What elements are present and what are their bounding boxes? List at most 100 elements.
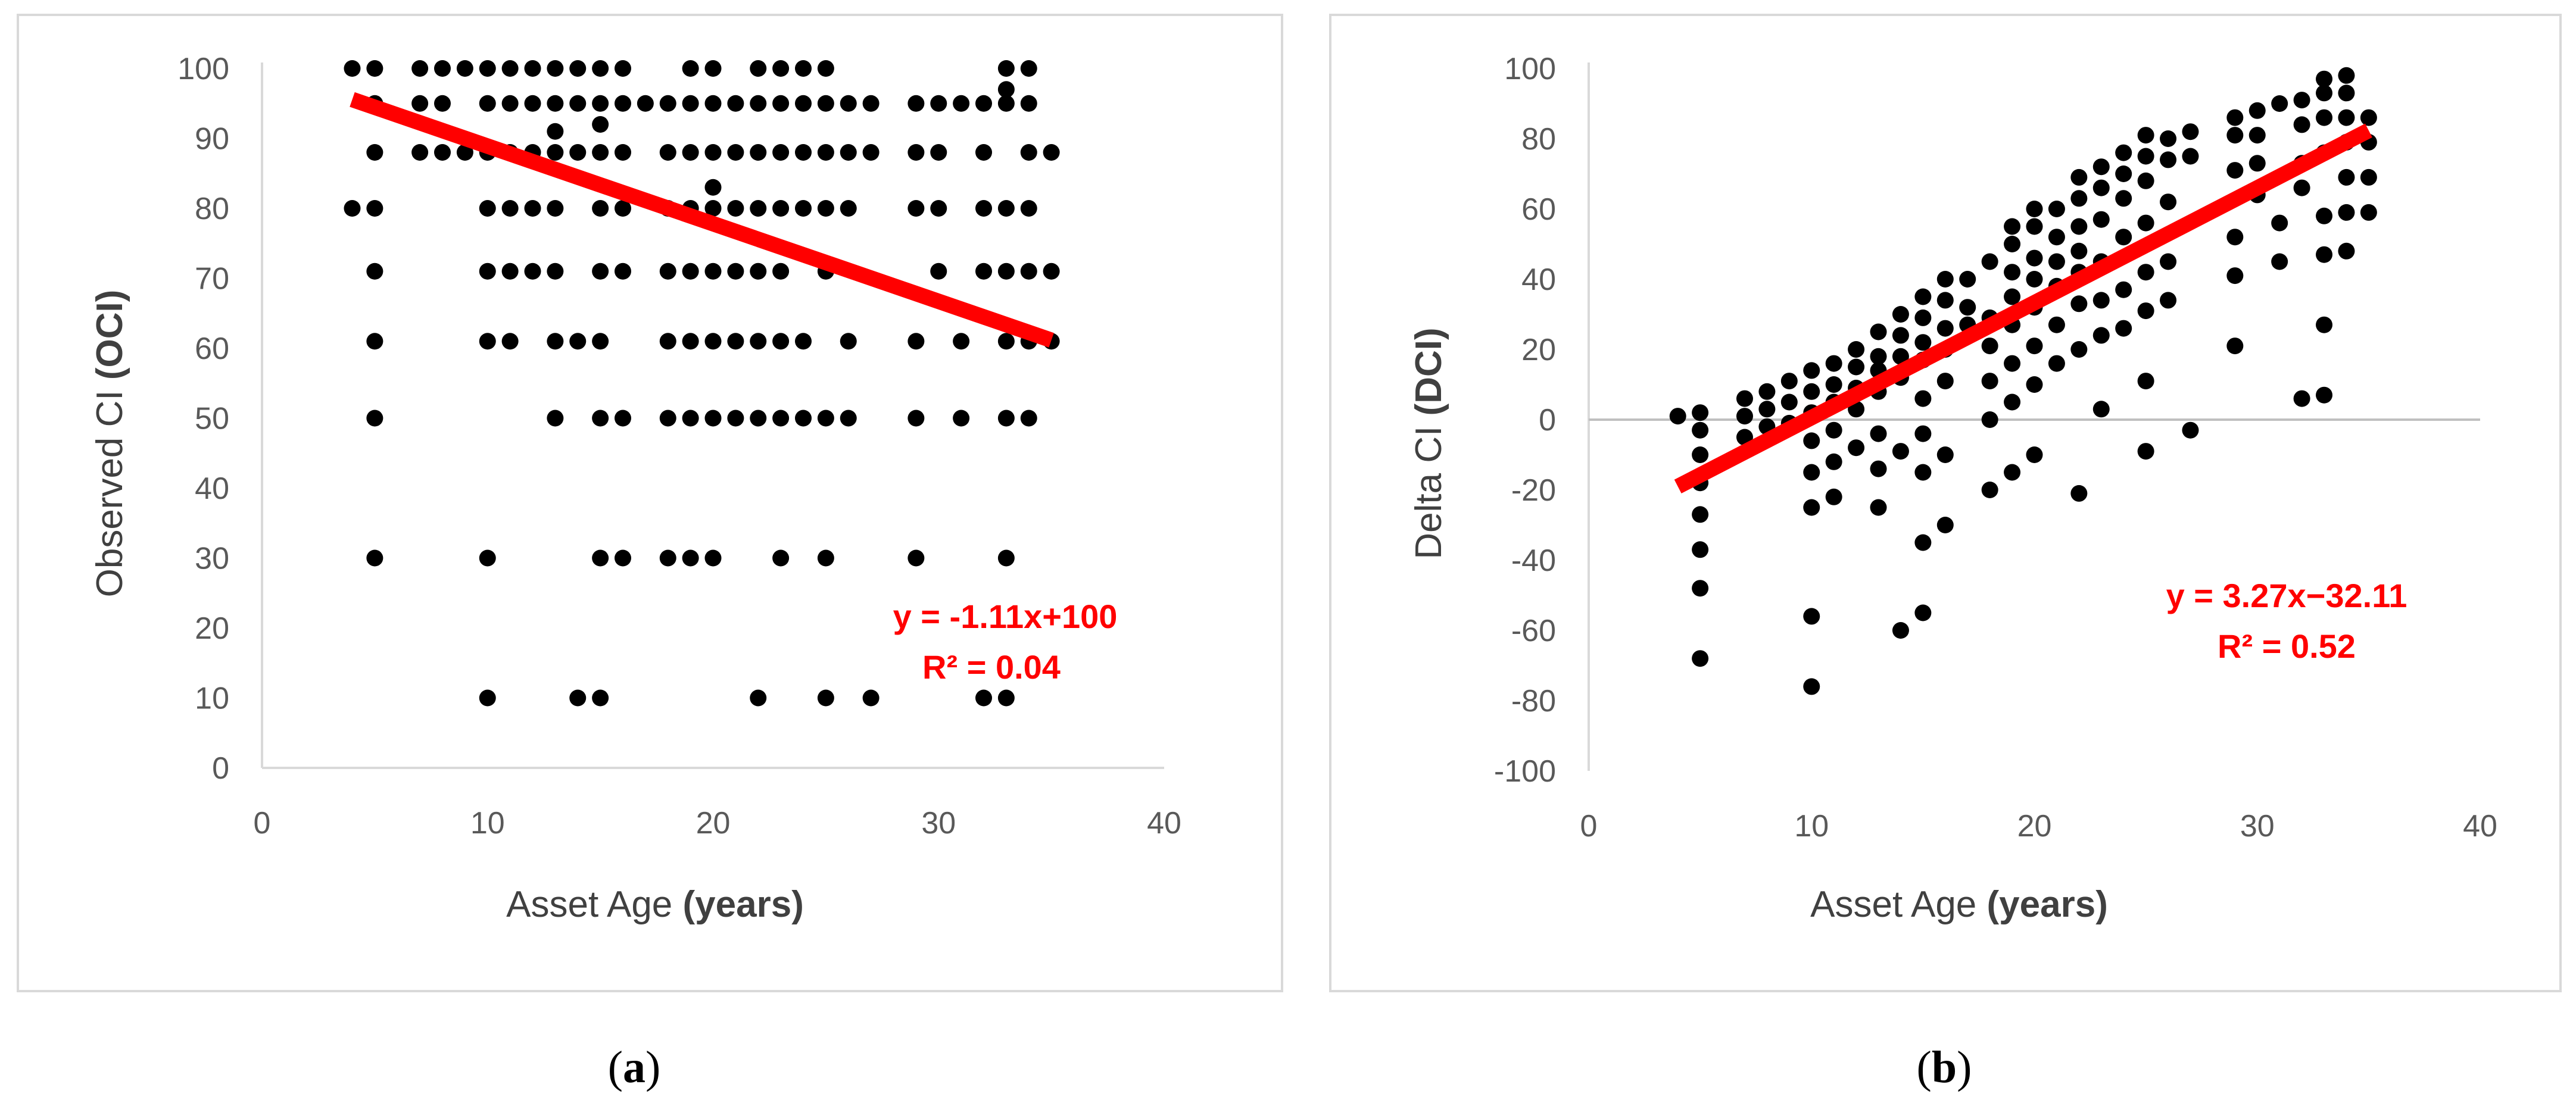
chart-a-point — [479, 549, 496, 567]
chart-b-point — [1780, 393, 1798, 411]
chart-a-point — [997, 200, 1015, 217]
chart-a-point — [817, 95, 834, 112]
chart-b-xtick-label: 0 — [1580, 809, 1598, 843]
chart-a-xlabel: Asset Age (years) — [506, 884, 804, 925]
chart-a-ytick-label: 80 — [195, 192, 229, 226]
chart-a-point — [704, 144, 722, 161]
chart-b-point — [2248, 102, 2266, 119]
chart-b-point — [1936, 271, 1954, 288]
chart-a-point — [704, 200, 722, 217]
chart-b-point — [1736, 390, 1753, 407]
chart-b-point — [1803, 362, 1820, 379]
chart-a-point — [704, 95, 722, 112]
chart-a-equation: y = -1.11x+100 — [893, 598, 1118, 635]
chart-a-ytick-label: 50 — [195, 402, 229, 436]
chart-b-point — [1870, 348, 1887, 365]
chart-a-point — [366, 263, 383, 280]
chart-b-point — [1803, 432, 1820, 449]
chart-a-point — [997, 60, 1015, 77]
chart-a-point — [795, 60, 812, 77]
chart-b-point — [1936, 292, 1954, 309]
chart-b-point — [2004, 393, 2021, 411]
chart-b-point — [2137, 127, 2154, 144]
chart-a-point — [659, 95, 676, 112]
chart-a-point — [750, 263, 767, 280]
chart-a-point — [862, 144, 880, 161]
chart-a-point — [1020, 200, 1037, 217]
chart-a-point — [795, 410, 812, 427]
chart-a-point — [682, 95, 699, 112]
chart-b-point — [1692, 446, 1709, 463]
chart-a-point — [434, 144, 451, 161]
chart-b-xtick-label: 10 — [1794, 809, 1829, 843]
chart-a-ytick-label: 100 — [177, 52, 229, 86]
chart-b-point — [2316, 246, 2333, 263]
chart-b-point — [1870, 323, 1887, 340]
chart-b-point — [1692, 421, 1709, 439]
chart-a-point — [795, 200, 812, 217]
chart-a-point — [366, 200, 383, 217]
chart-a-ytick-label: 30 — [195, 542, 229, 576]
chart-a-point — [592, 60, 609, 77]
chart-b-ytick-label: 0 — [1539, 403, 1556, 438]
chart-b-xlabel: Asset Age (years) — [1810, 884, 2108, 925]
chart-a-point — [930, 200, 947, 217]
chart-a-point — [997, 95, 1015, 112]
chart-a-point — [772, 549, 790, 567]
chart-b-point — [2316, 386, 2333, 404]
chart-b-point — [2338, 204, 2355, 221]
chart-b-point — [1936, 446, 1954, 463]
chart-b-point — [2137, 172, 2154, 189]
chart-b-point — [1825, 488, 1842, 505]
chart-a-point — [862, 95, 880, 112]
chart-b-point — [2048, 229, 2065, 246]
chart-b-point — [1892, 306, 1909, 323]
chart-a-point — [479, 263, 496, 280]
chart-a-point — [615, 60, 631, 77]
chart-a-point — [953, 95, 970, 112]
chart-b-point — [1914, 534, 1932, 551]
chart-b-point — [1736, 408, 1753, 425]
chart-a-point — [682, 60, 699, 77]
chart-b-point — [1803, 499, 1820, 516]
chart-a-point — [997, 333, 1015, 350]
chart-a-point — [682, 144, 699, 161]
chart-b-point — [1914, 334, 1932, 351]
chart-b-point — [1892, 443, 1909, 460]
chart-b-point — [1892, 327, 1909, 344]
chart-b-point — [2048, 253, 2065, 270]
chart-a-point — [772, 200, 790, 217]
chart-a-trendline-group — [350, 92, 1054, 348]
chart-b-point — [1692, 580, 1709, 597]
chart-b-point — [1825, 376, 1842, 393]
chart-b-point — [1825, 453, 1842, 470]
chart-b-point — [2293, 179, 2310, 196]
chart-b-point — [2115, 190, 2132, 207]
chart-a-point — [772, 410, 790, 427]
chart-a-point — [817, 689, 834, 707]
chart-b-point — [2092, 327, 2110, 344]
chart-b-point — [2070, 242, 2088, 260]
chart-a-point — [592, 95, 609, 112]
chart-a-point — [727, 95, 744, 112]
chart-b-point — [2182, 123, 2199, 140]
chart-a-point — [682, 410, 699, 427]
chart-a-point — [727, 333, 744, 350]
chart-b-trendline-group — [1674, 123, 2372, 493]
chart-a-point — [795, 95, 812, 112]
chart-b-point — [2092, 211, 2110, 228]
chart-b-point — [2026, 249, 2043, 267]
chart-b-points — [1669, 67, 2377, 695]
chart-a-point — [456, 60, 473, 77]
chart-a-xtick-label: 30 — [921, 806, 956, 841]
chart-b-point — [2137, 373, 2154, 390]
chart-a-point — [930, 144, 947, 161]
chart-b-point — [2316, 207, 2333, 224]
chart-a-point — [997, 81, 1015, 98]
chart-a-point — [682, 263, 699, 280]
chart-a-r-squared: R² = 0.04 — [922, 648, 1061, 686]
chart-a-point — [1020, 263, 1037, 280]
chart-a-point — [997, 549, 1015, 567]
chart-a-point — [479, 333, 496, 350]
chart-b-point — [1870, 460, 1887, 477]
